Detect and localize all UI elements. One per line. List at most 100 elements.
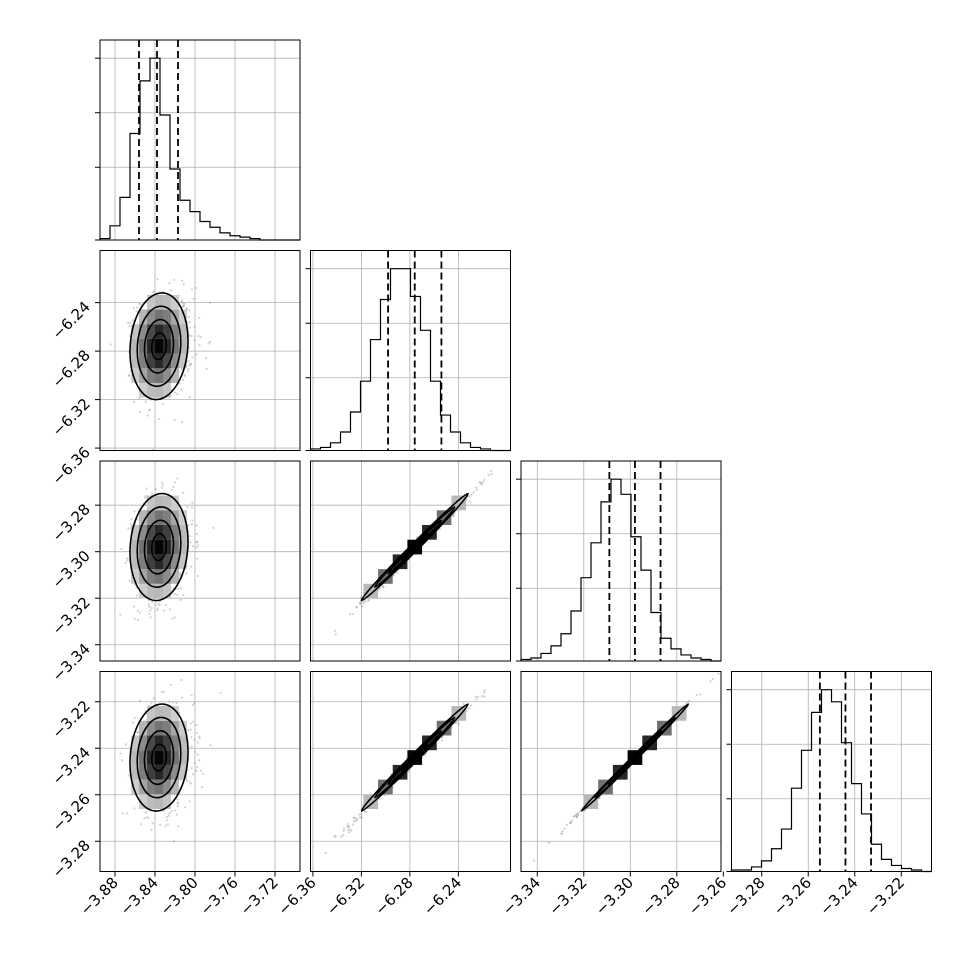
scatter-point [198, 737, 201, 740]
scatter-point [170, 488, 173, 491]
scatter-point [166, 823, 169, 826]
density-cell [170, 524, 179, 540]
density-cell [147, 779, 156, 795]
density-cell [139, 750, 148, 765]
x-tick-label: −3.32 [545, 874, 590, 919]
scatter-point [182, 594, 185, 597]
density-cell [155, 706, 163, 721]
scatter-point [190, 523, 194, 526]
scatter-point [561, 830, 564, 833]
x-tick-label: −3.84 [117, 874, 162, 919]
scatter-point [363, 810, 366, 813]
x-tick-label: −3.22 [863, 874, 908, 919]
density-cell [170, 495, 179, 511]
density-cell [155, 764, 163, 780]
scatter-point [584, 809, 587, 812]
scatter-point [185, 779, 188, 782]
density-cell [392, 554, 408, 570]
density-cell [131, 735, 140, 751]
scatter-point [154, 603, 157, 607]
hist-panel-1 [95, 39, 301, 241]
scatter-point [133, 716, 136, 719]
scatter-point [147, 603, 150, 606]
scatter-point [483, 691, 486, 694]
scatter-point [193, 325, 196, 328]
density-cell [155, 539, 163, 555]
density-cell [178, 524, 187, 540]
density-cell [155, 294, 163, 310]
scatter-point [357, 813, 361, 816]
contour-1 [400, 743, 429, 772]
scatter-point [143, 817, 146, 820]
scatter-point [569, 821, 572, 824]
scatter-point [128, 324, 131, 328]
panel-content [100, 454, 300, 661]
scatter-point [342, 834, 345, 837]
scatter-point [193, 338, 196, 342]
scatter-point [148, 612, 151, 615]
contour-3 [373, 506, 456, 588]
scatter-point [475, 488, 478, 491]
scatter-point [487, 473, 490, 477]
contour-4 [129, 703, 189, 812]
scatter-point [187, 360, 190, 363]
scatter-point [181, 421, 184, 424]
scatter-point [136, 731, 139, 734]
contour-2 [143, 318, 175, 374]
density-cell [139, 324, 148, 339]
density-cell [170, 706, 179, 721]
scatter-point [129, 523, 132, 526]
scatter-point [154, 488, 157, 491]
scatter-point [195, 769, 198, 772]
density-cell [178, 750, 187, 765]
scatter-point [128, 579, 131, 582]
scatter-point [153, 290, 156, 293]
scatter-point [133, 807, 136, 810]
scatter-point [150, 828, 153, 832]
density-cell [155, 368, 163, 383]
scatter-point [196, 753, 199, 756]
scatter-point [355, 606, 358, 609]
contour-2 [387, 519, 443, 575]
scatter-point [191, 545, 194, 548]
scatter-point [197, 334, 200, 338]
panel-frame [99, 671, 301, 872]
scatter-point [359, 602, 362, 605]
scatter-point [573, 814, 576, 817]
scatter-point [188, 396, 191, 399]
scatter-point [191, 519, 194, 522]
scatter-point [164, 603, 167, 607]
scatter-point [548, 841, 551, 844]
density-cell [147, 764, 156, 780]
scatter-point [209, 744, 212, 747]
scatter-point [143, 496, 146, 499]
scatter-panel-4-1: −3.28−3.26−3.24−3.22 [49, 671, 301, 882]
scatter-point [124, 561, 127, 565]
scatter-point [219, 691, 222, 694]
scatter-point [187, 367, 190, 371]
scatter-point [577, 811, 580, 814]
scatter-point [576, 813, 579, 816]
scatter-point [392, 574, 396, 577]
scatter-point [148, 409, 151, 412]
scatter-point [575, 813, 578, 816]
scatter-point [474, 695, 477, 699]
x-tick-label: −6.32 [323, 874, 368, 919]
scatter-point [201, 786, 204, 789]
scatter-point [127, 321, 130, 325]
contour-2 [143, 519, 175, 575]
scatter-point [196, 574, 200, 578]
scatter-point [186, 454, 188, 456]
density-cell [155, 750, 163, 765]
x-tick-label: −6.24 [420, 874, 465, 919]
scatter-point [346, 822, 349, 826]
scatter-point [151, 291, 154, 294]
scatter-point [470, 493, 473, 496]
scatter-point [127, 774, 130, 777]
panel-content [310, 461, 511, 661]
scatter-point [127, 527, 130, 530]
density-cell [131, 764, 140, 780]
density-cell [451, 706, 467, 721]
scatter-point [481, 480, 485, 484]
scatter-point [470, 704, 473, 707]
